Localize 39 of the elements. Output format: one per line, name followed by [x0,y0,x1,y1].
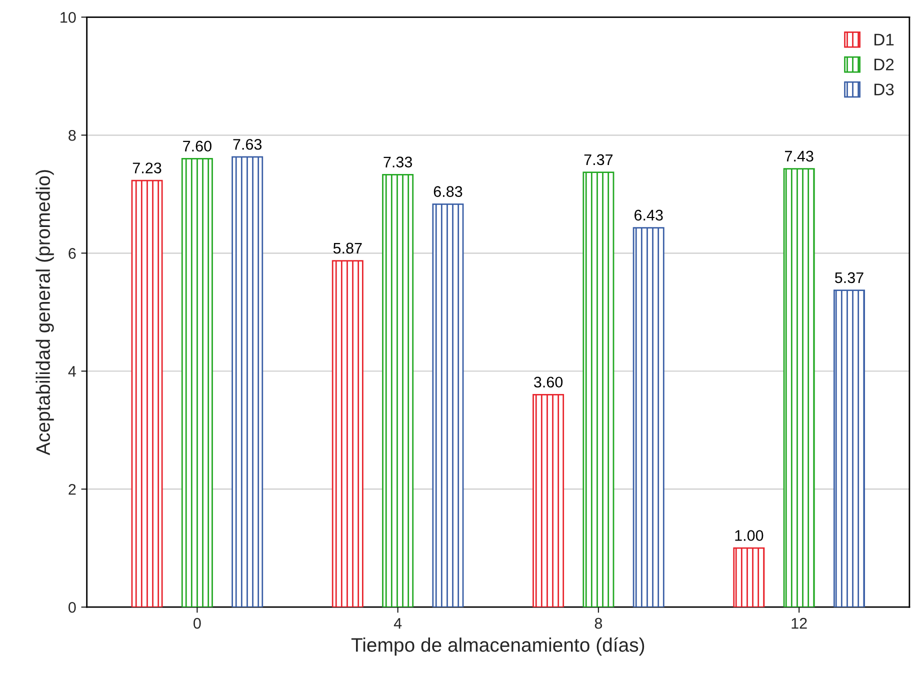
legend-label: D2 [874,58,894,70]
x-tick-label: 12 [792,618,807,629]
y-tick-label: 10 [60,12,76,23]
bar [632,227,664,608]
bar [532,394,564,608]
legend-label: D3 [874,84,894,96]
bar [181,158,213,608]
y-tick-label: 6 [68,248,76,259]
data-label: 5.87 [333,242,362,254]
data-label: 6.83 [434,186,462,197]
bar [833,290,865,608]
data-label: 3.60 [534,376,563,388]
y-tick-label: 2 [68,484,76,495]
bar [232,156,264,608]
data-label: 6.43 [634,210,663,221]
bar [733,547,765,608]
y-tick-label: 4 [68,366,76,377]
x-tick-label: 8 [594,618,602,629]
x-axis-title: Tiempo de almacenamiento (días) [351,637,644,656]
bar [131,180,163,608]
x-tick-label: 4 [394,618,402,629]
bar [332,260,364,608]
y-axis-title: Aceptabilidad general (promedio) [36,170,54,456]
data-label: 7.33 [384,156,412,168]
y-tick-label: 8 [68,130,76,141]
y-tick-label: 0 [68,602,76,613]
data-label: 7.60 [183,140,212,152]
data-label: 7.37 [584,154,613,166]
data-label: 7.23 [132,162,162,174]
bar [382,174,414,608]
data-label: 1.00 [735,530,764,541]
bar [432,203,464,608]
bar [582,172,614,608]
legend-label: D1 [874,34,894,46]
data-label: 7.43 [785,150,814,162]
data-label: 5.37 [834,272,864,284]
bar [783,168,815,608]
data-label: 7.63 [233,138,262,150]
x-tick-label: 0 [194,618,201,629]
